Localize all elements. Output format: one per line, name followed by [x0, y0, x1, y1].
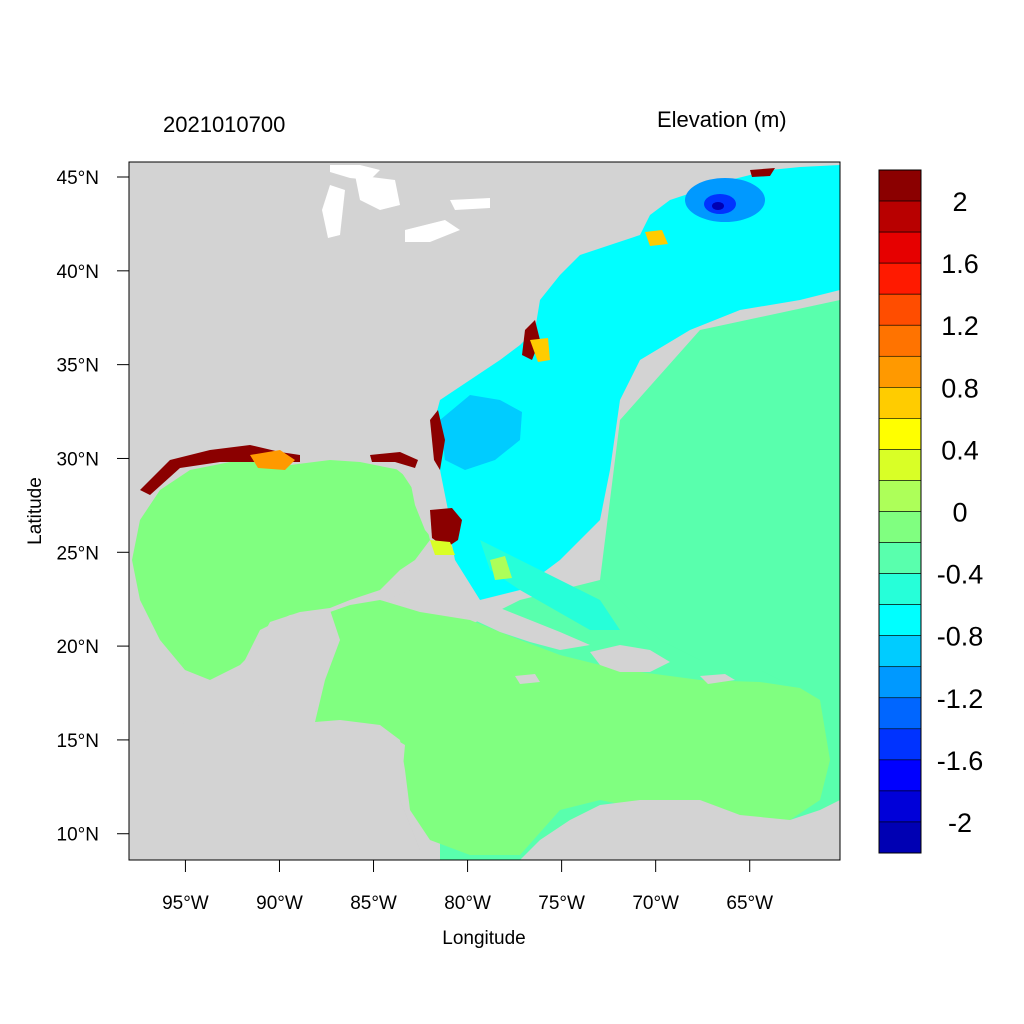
central-america-landmass: [129, 720, 440, 860]
colorbar-swatch: [878, 355, 922, 388]
colorbar-swatch: [878, 573, 922, 605]
colorbar-swatch: [878, 293, 922, 326]
surge-patch-chesapeake: [530, 338, 550, 362]
surge-patch-louisiana: [250, 450, 295, 470]
colorbar-swatch: [878, 324, 922, 357]
colorbar-swatch: [878, 449, 922, 481]
puerto-rico-island: [700, 674, 735, 684]
colorbar-label: 1.6: [941, 249, 979, 279]
low-anomaly-northeast-core: [712, 202, 724, 210]
lake-huron: [355, 175, 400, 210]
jamaica-island: [515, 674, 540, 684]
colorbar: 2 1.6 1.2 0.8 0.4 0 -0.4 -0.8 -1.2 -1.6 -2: [878, 169, 984, 854]
colorbar-label: -1.2: [937, 684, 984, 714]
lake-erie: [405, 220, 460, 242]
colorbar-swatch: [878, 666, 922, 699]
colorbar-label: -1.6: [937, 746, 984, 776]
map-plot-area: [129, 162, 840, 860]
colorbar-swatch: [878, 200, 922, 233]
surge-patch-massachusetts: [645, 230, 668, 246]
colorbar-label: 0.8: [941, 373, 979, 403]
colorbar-label: 1.2: [941, 311, 979, 341]
colorbar-swatch: [878, 604, 922, 636]
date-label: 2021010700: [163, 112, 286, 137]
colorbar-swatch: [878, 511, 922, 543]
plot-frame: [128, 161, 841, 861]
low-anomaly-southeast: [440, 395, 522, 470]
hispaniola-island: [590, 645, 670, 672]
colorbar-label: -2: [948, 808, 972, 838]
lake-ontario: [450, 198, 490, 210]
bahamas-banks: [480, 540, 620, 630]
x-tick-label: 95°W: [162, 893, 209, 914]
colorbar-swatch: [878, 728, 922, 761]
lake-michigan: [322, 185, 345, 238]
colorbar-swatch: [878, 542, 922, 574]
colorbar-swatch: [878, 790, 922, 823]
x-tick-label: 70°W: [632, 893, 679, 914]
x-tick-label: 85°W: [350, 893, 397, 914]
y-tick-label: 30°N: [57, 449, 99, 470]
atlantic-cyan-region: [432, 165, 840, 600]
yucatan-peninsula: [240, 610, 340, 722]
south-america-landmass: [520, 800, 840, 860]
colorbar-swatch: [878, 262, 922, 295]
surge-big-bend: [370, 452, 418, 468]
y-tick-label: 25°N: [57, 543, 99, 564]
colorbar-swatch: [878, 480, 922, 512]
x-axis-ticks: 95°W 90°W 85°W 80°W 75°W 70°W 65°W: [162, 860, 773, 914]
colorbar-label: -0.8: [937, 622, 984, 652]
colorbar-swatch: [878, 635, 922, 668]
cuba-island: [385, 588, 590, 650]
y-tick-label: 20°N: [57, 637, 99, 658]
y-tick-label: 35°N: [57, 356, 99, 377]
y-axis-title: Latitude: [25, 477, 46, 545]
surge-patch-keys: [430, 540, 455, 555]
colorbar-swatch: [878, 697, 922, 730]
colorbar-swatch: [878, 231, 922, 264]
caribbean-sea: [315, 600, 830, 855]
y-tick-label: 10°N: [57, 825, 99, 846]
atlantic-east-region: [600, 300, 840, 690]
x-tick-label: 90°W: [256, 893, 303, 914]
x-tick-label: 80°W: [444, 893, 491, 914]
y-tick-label: 15°N: [57, 731, 99, 752]
colorbar-swatch: [878, 821, 922, 854]
gulf-of-mexico: [132, 460, 430, 680]
colorbar-swatch: [878, 169, 922, 202]
colorbar-frame: [878, 169, 922, 854]
colorbar-swatch: [878, 387, 922, 419]
y-axis-ticks: 45°N 40°N 35°N 30°N 25°N 20°N 15°N 10°N: [57, 168, 129, 846]
colorbar-label: 0: [952, 498, 967, 528]
x-tick-label: 65°W: [726, 893, 773, 914]
colorbar-label: -0.4: [937, 560, 984, 590]
colorbar-swatch: [878, 759, 922, 792]
x-tick-label: 75°W: [538, 893, 585, 914]
colorbar-swatch: [878, 418, 922, 450]
surge-patch-bahamas: [490, 556, 512, 580]
x-axis-title: Longitude: [442, 928, 525, 949]
surge-florida-south: [430, 508, 462, 548]
y-tick-label: 40°N: [57, 262, 99, 283]
surge-atlantic-east-coast: [430, 410, 445, 470]
lake-superior: [330, 165, 380, 180]
variable-label: Elevation (m): [657, 107, 787, 132]
surge-nova-scotia: [750, 168, 775, 177]
y-tick-label: 45°N: [57, 168, 99, 189]
colorbar-label: 0.4: [941, 435, 979, 465]
colorbar-label: 2: [952, 187, 967, 217]
